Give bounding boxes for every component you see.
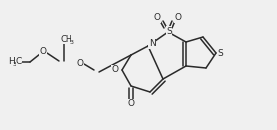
- Text: C: C: [16, 57, 22, 67]
- Text: O: O: [76, 58, 83, 67]
- Text: H: H: [65, 35, 71, 44]
- Text: S: S: [217, 48, 223, 57]
- Text: O: O: [40, 47, 47, 57]
- Text: O: O: [153, 14, 160, 22]
- Text: O: O: [127, 99, 135, 109]
- Text: N: N: [149, 40, 155, 48]
- Text: H: H: [8, 57, 15, 67]
- Text: 3: 3: [70, 40, 74, 44]
- Text: 3: 3: [12, 61, 17, 67]
- Text: O: O: [175, 14, 181, 22]
- Text: S: S: [166, 27, 172, 35]
- Text: O: O: [112, 66, 119, 74]
- Text: C: C: [61, 34, 67, 44]
